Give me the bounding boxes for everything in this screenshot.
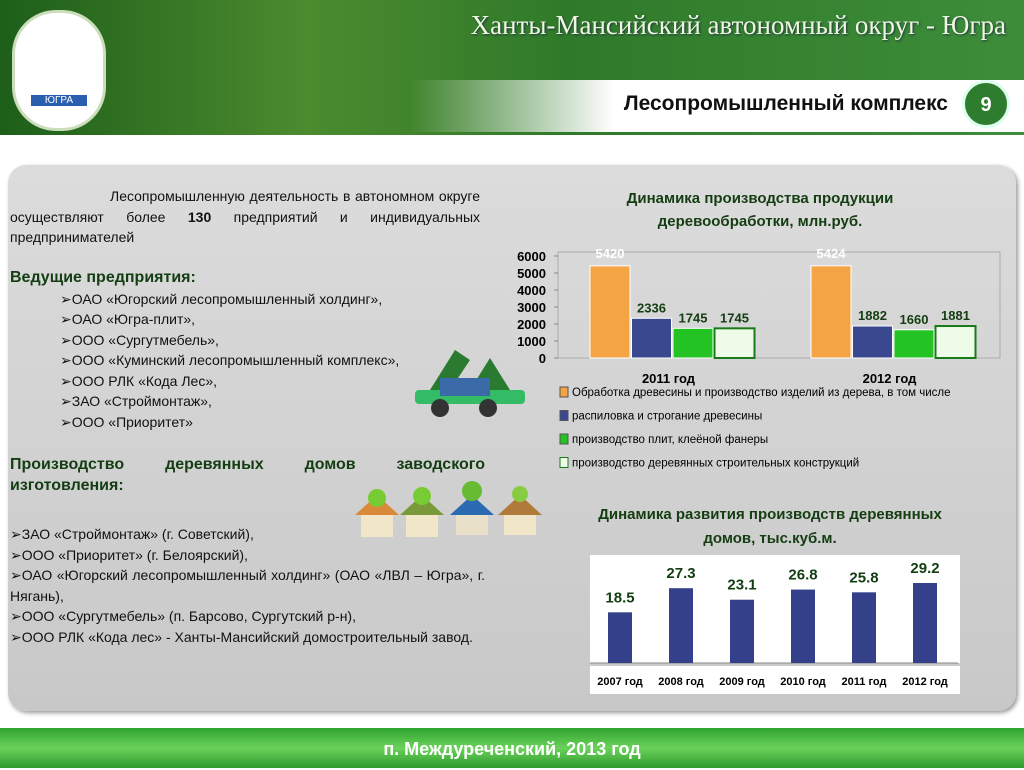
list-item: ОАО «Югорский лесопромышленный холдинг», [60, 289, 480, 310]
data-label: 29.2 [910, 560, 939, 577]
list: ЗАО «Строймонтаж» (г. Советский),ООО «Пр… [10, 524, 485, 647]
x-tick-label: 2011 год [642, 371, 696, 386]
bar [791, 589, 815, 663]
x-tick-label: 2010 год [780, 676, 826, 688]
x-tick-label: 2008 год [658, 676, 704, 688]
data-label: 25.8 [849, 569, 878, 586]
title: Лесопромышленный комплекс [623, 92, 948, 115]
y-tick-label: 0 [539, 351, 546, 366]
house-icons [355, 481, 542, 537]
legend-swatch [559, 386, 569, 398]
data-label: 2336 [637, 300, 666, 315]
bar [913, 583, 937, 663]
page-number: 9 [962, 80, 1010, 128]
legend-label: производство деревянных строительных кон… [572, 458, 859, 470]
plot-frame [557, 251, 1001, 359]
y-tick-label: 5000 [517, 266, 546, 281]
x-tick-label: 2007 год [597, 676, 643, 688]
list-item: ООО «Сургутмебель», [60, 330, 480, 351]
data-label: 26.8 [788, 567, 817, 584]
tractor-icon [415, 350, 525, 417]
x-tick-label: 2012 год [902, 676, 948, 688]
list-item: ОАО «Югорский лесопромышленный холдинг» … [10, 565, 485, 606]
list-item: ЗАО «Строймонтаж» (г. Советский), [10, 524, 485, 545]
legend-swatch [559, 410, 569, 421]
plot-area [590, 555, 960, 663]
data-label: 5424 [817, 246, 847, 261]
chart-title: домов, тыс.куб.м. [703, 530, 836, 547]
x-tick-label: 2009 год [719, 676, 765, 688]
y-tick-label: 1000 [517, 334, 546, 349]
bar [672, 327, 714, 359]
data-label: 5420 [596, 246, 625, 261]
bar [852, 592, 876, 663]
legend-label: распиловка и строгание древесины [572, 411, 762, 423]
legend-label: Обработка древесины и производство издел… [572, 387, 951, 399]
bar [852, 325, 893, 359]
legend-label: производство плит, клеёной фанеры [572, 434, 768, 446]
bar [730, 599, 754, 663]
bar [810, 265, 852, 359]
legend-swatch [559, 457, 569, 468]
list-item: ООО РЛК «Кода Лес», [60, 371, 480, 392]
data-label: 1745 [720, 310, 749, 325]
logo-text: ЮГРА [31, 95, 87, 106]
data-label: 1745 [679, 310, 708, 325]
data-label: 18.5 [605, 589, 634, 606]
chart-title: Динамика развития производств деревянных [598, 506, 942, 523]
y-tick-label: 6000 [517, 249, 546, 264]
bar [631, 317, 672, 359]
intro: Лесопромышленную деятельность в автономн… [10, 186, 480, 248]
list-item: ООО «Сургутмебель» (п. Барсово, Сургутск… [10, 606, 485, 627]
x-tick-label: 2012 год [863, 371, 918, 386]
heading: Производство деревянных домов заводского… [10, 456, 485, 494]
leading: Ведущие предприятия: ОАО «Югорский лесопр… [10, 268, 480, 432]
bar [893, 329, 935, 359]
list-item: ЗАО «Строймонтаж», [60, 391, 480, 412]
footer: п. Междуреченский, 2013 год [0, 728, 1024, 768]
header-strip [0, 80, 1024, 132]
text: Лесопромышленную деятельность в автономн… [10, 188, 480, 225]
legend-swatch [559, 433, 569, 445]
region: Ханты-Мансийский автономный округ - Югра [470, 10, 1006, 40]
list-item: ООО РЛК «Кода лес» - Ханты-Мансийский до… [10, 627, 485, 648]
bar [608, 612, 632, 663]
heading: Ведущие предприятия: [10, 269, 196, 286]
houses: Производство деревянных домов заводского… [10, 455, 485, 647]
list: ОАО «Югорский лесопромышленный холдинг»,… [10, 289, 480, 433]
y-tick-label: 3000 [517, 300, 546, 315]
bar [934, 325, 977, 360]
chart-title: Динамика производства продукции [627, 190, 894, 207]
category-strip [590, 666, 960, 694]
bar [589, 265, 631, 359]
list-item: ООО «Приоритет» [60, 412, 480, 433]
y-tick-label: 2000 [517, 317, 546, 332]
list-item: ООО «Приоритет» (г. Белоярский), [10, 545, 485, 566]
y-tick-label: 4000 [517, 283, 546, 298]
bar [713, 327, 756, 359]
list-item: ООО «Куминский лесопромышленный комплекс… [60, 350, 480, 371]
number: 130 [187, 208, 212, 225]
data-label: 1881 [941, 308, 970, 323]
data-label: 27.3 [666, 565, 695, 582]
data-label: 1660 [900, 312, 929, 327]
data-label: 1882 [858, 308, 887, 323]
bar [669, 588, 693, 663]
x-tick-label: 2011 год [842, 676, 887, 688]
logo: ЮГРА [12, 10, 106, 131]
text: предприятий и индивидуальных предпринима… [10, 208, 481, 246]
chart-title: деревообработки, млн.руб. [658, 213, 863, 230]
data-label: 23.1 [727, 577, 756, 594]
list-item: ОАО «Югра-плит», [60, 309, 480, 330]
